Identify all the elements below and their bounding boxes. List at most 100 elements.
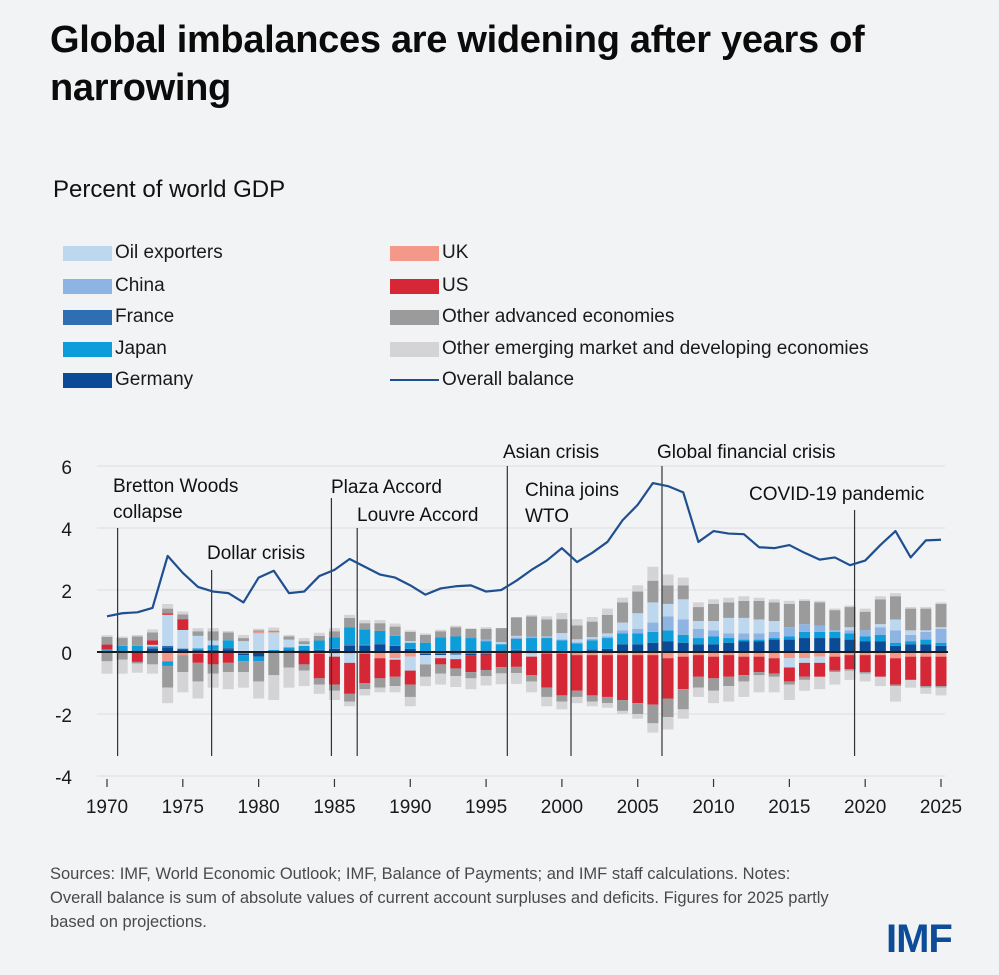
bar-segment-us: [359, 653, 371, 683]
bar-segment-uk: [799, 652, 811, 659]
bar-segment-oemde: [419, 676, 431, 687]
y-tick-label: 0: [61, 644, 72, 665]
bar-segment-france: [222, 647, 234, 650]
bar-segment-japan: [601, 638, 613, 649]
bar-segment-oemde: [783, 684, 795, 701]
bar-segment-china: [905, 634, 917, 642]
bar-segment-oae: [283, 652, 295, 668]
bar-segment-oae: [268, 630, 280, 633]
bar-segment-oil: [404, 656, 416, 671]
bar-segment-us: [389, 659, 401, 677]
bar-segment-oae: [162, 608, 174, 614]
bar-segment-oae: [389, 676, 401, 687]
bar-segment-oemde: [450, 625, 462, 628]
bar-segment-china: [632, 628, 644, 634]
bar-segment-us: [920, 656, 932, 687]
bar-segment-oae: [859, 611, 871, 631]
bar-segment-china: [586, 638, 598, 641]
legend-item-france: France: [63, 304, 174, 330]
legend-swatch: [63, 309, 112, 325]
bar-segment-oemde: [586, 616, 598, 622]
bar-segment-japan: [328, 637, 340, 649]
bar-segment-oemde: [146, 664, 158, 674]
bar-segment-oae: [799, 600, 811, 625]
bar-segment-germany: [692, 644, 704, 652]
bar-segment-oae: [101, 652, 113, 662]
legend-label: Japan: [115, 338, 167, 359]
bar-segment-oemde: [814, 600, 826, 603]
bar-segment-japan: [829, 631, 841, 639]
bar-segment-japan: [389, 635, 401, 646]
bar-segment-uk: [162, 652, 174, 662]
x-tick-label: 2005: [617, 797, 659, 818]
legend-label: Other advanced economies: [442, 306, 675, 327]
bar-segment-france: [374, 643, 386, 645]
bar-segment-us: [404, 670, 416, 685]
bar-segment-us: [814, 662, 826, 677]
bar-segment-oae: [344, 617, 356, 628]
bar-segment-oemde: [844, 670, 856, 680]
bar-segment-germany: [647, 642, 659, 652]
bar-segment-oae: [192, 662, 204, 682]
bar-segment-oemde: [723, 597, 735, 603]
bar-segment-oil: [753, 619, 765, 634]
bar-segment-oemde: [237, 672, 249, 688]
bar-segment-oemde: [435, 673, 447, 685]
bar-segment-china: [723, 633, 735, 639]
bar-segment-us: [495, 653, 507, 668]
bar-segment-oemde: [601, 608, 613, 615]
bar-segment-oae: [450, 668, 462, 677]
bar-segment-us: [662, 658, 674, 699]
bar-segment-oae: [586, 695, 598, 702]
bar-segment-china: [738, 633, 750, 640]
bar-segment-oemde: [404, 630, 416, 632]
bar-segment-us: [586, 655, 598, 696]
bar-segment-china: [708, 630, 720, 637]
bar-segment-oemde: [253, 681, 265, 699]
bar-segment-oil: [677, 599, 689, 620]
bar-segment-oil: [768, 621, 780, 632]
bar-segment-oae: [814, 602, 826, 626]
chart-title: Global imbalances are widening after yea…: [50, 19, 865, 109]
bar-segment-oae: [844, 669, 856, 671]
bar-segment-oae: [510, 666, 522, 674]
bar-segment-oae: [298, 641, 310, 645]
bar-segment-oae: [237, 638, 249, 642]
bar-segment-oemde: [389, 623, 401, 627]
bar-segment-oemde: [632, 714, 644, 719]
bar-segment-oemde: [450, 676, 462, 688]
bar-segment-us: [480, 654, 492, 670]
bar-segment-oemde: [662, 574, 674, 586]
bar-segment-uk: [859, 652, 871, 656]
bar-segment-oemde: [344, 614, 356, 618]
bar-segment-oil: [510, 635, 522, 638]
bar-segment-oae: [116, 652, 128, 660]
annotation-label: Louvre Accord: [357, 505, 478, 526]
bar-segment-oae: [571, 625, 583, 640]
bar-segment-us: [677, 656, 689, 690]
annotation-label: Global financial crisis: [657, 442, 835, 463]
bar-segment-oae: [146, 632, 158, 641]
bar-segment-oil: [874, 624, 886, 628]
bar-segment-oemde: [890, 593, 902, 597]
bar-segment-uk: [844, 652, 856, 656]
bar-segment-oae: [465, 672, 477, 679]
bar-segment-oae: [131, 636, 143, 646]
x-tick-label: 1980: [237, 797, 279, 818]
legend-label: Other emerging market and developing eco…: [442, 338, 869, 359]
bar-segment-oae: [783, 603, 795, 628]
bar-segment-oemde: [738, 596, 750, 601]
bar-segment-oemde: [146, 629, 158, 633]
bar-segment-oil: [799, 658, 811, 663]
bar-segment-oemde: [571, 619, 583, 626]
bar-segment-oemde: [101, 635, 113, 637]
bar-segment-oil: [162, 614, 174, 646]
bar-segment-us: [374, 658, 386, 679]
bar-segment-france: [116, 650, 128, 652]
bar-segment-oemde: [389, 686, 401, 693]
bar-segment-uk: [753, 652, 765, 657]
bar-segment-oae: [253, 630, 265, 632]
bar-segment-oil: [571, 639, 583, 643]
bar-segment-uk: [389, 652, 401, 659]
bar-segment-oemde: [298, 670, 310, 687]
